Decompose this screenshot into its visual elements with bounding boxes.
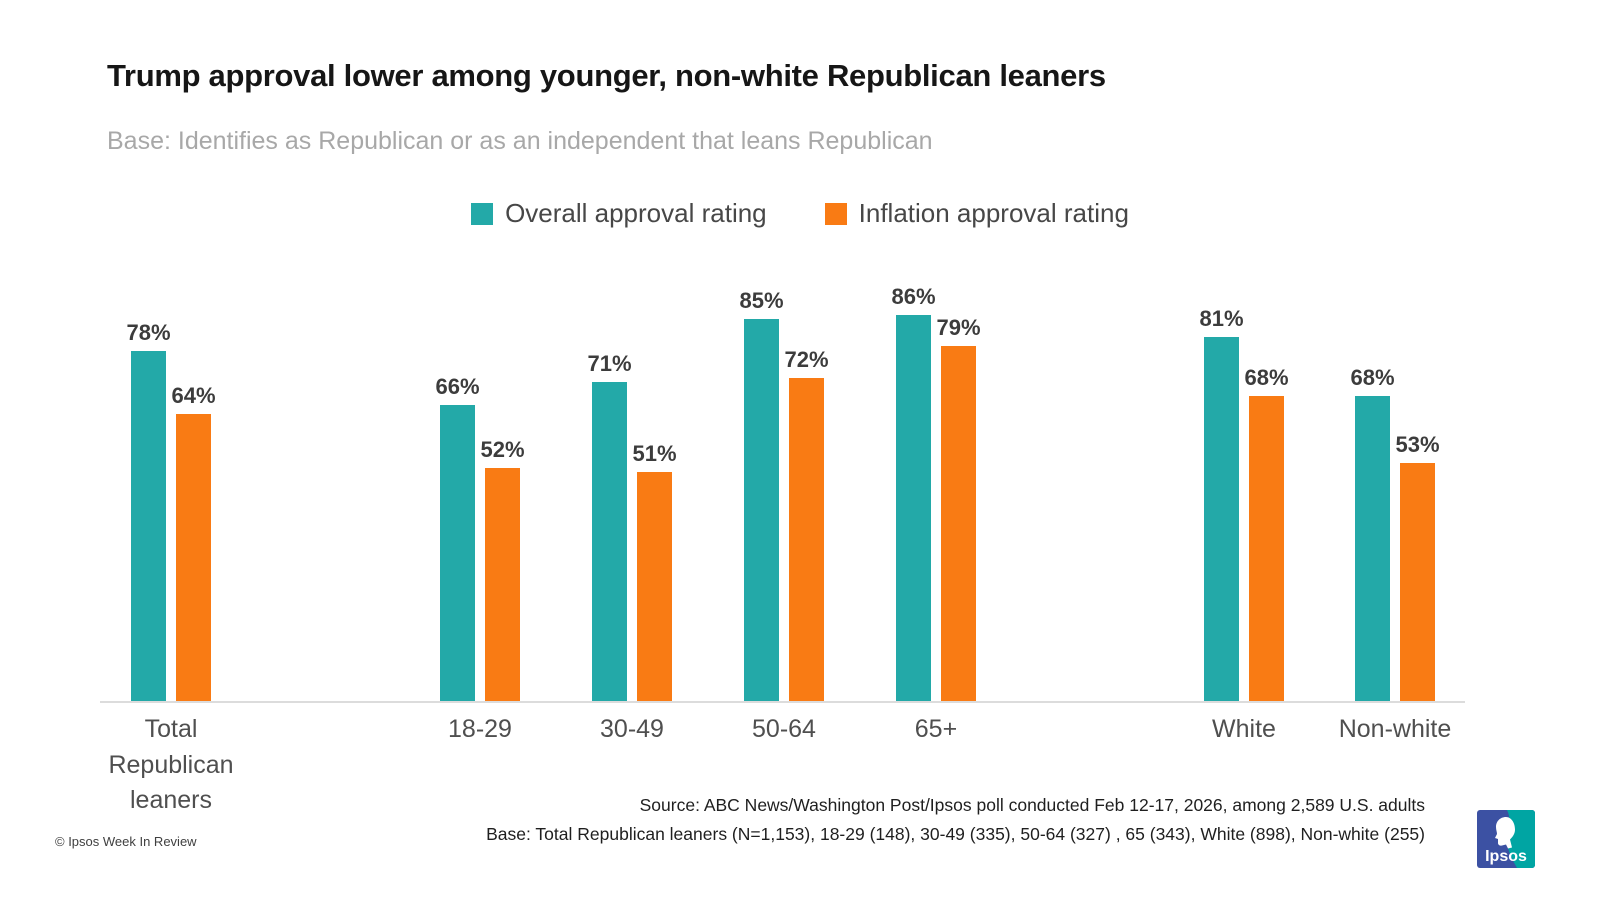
bar-value-label: 52% bbox=[480, 437, 525, 462]
bar-column: 71% bbox=[587, 351, 632, 701]
ipsos-logo-text: Ipsos bbox=[1485, 848, 1527, 865]
plot-area: 78% 64% 66% 52% 71% 51% 85% 72% 86% 79% 81% 68% 68% 5… bbox=[100, 252, 1465, 703]
overall-bar bbox=[1204, 337, 1239, 701]
bar-group: 86% 79% bbox=[891, 252, 981, 701]
category-label: 50-64 bbox=[752, 715, 816, 743]
legend-item-overall: Overall approval rating bbox=[471, 198, 767, 229]
legend-swatch-icon bbox=[471, 202, 494, 225]
overall-bar bbox=[592, 382, 627, 701]
bar-value-label: 78% bbox=[126, 320, 171, 345]
source-line-1: Source: ABC News/Washington Post/Ipsos p… bbox=[639, 795, 1425, 815]
inflation-bar bbox=[1400, 463, 1435, 701]
inflation-bar bbox=[176, 414, 211, 701]
bar-column: 51% bbox=[632, 441, 677, 701]
bar-column: 66% bbox=[435, 374, 480, 701]
bar-value-label: 79% bbox=[936, 315, 981, 340]
watermark-text: © Ipsos Week In Review bbox=[55, 834, 197, 849]
bar-value-label: 68% bbox=[1350, 365, 1395, 390]
bar-group: 68% 53% bbox=[1350, 252, 1440, 701]
bar-value-label: 66% bbox=[435, 374, 480, 399]
bar-value-label: 71% bbox=[587, 351, 632, 376]
category-label: Total Republican leaners bbox=[108, 715, 234, 814]
bar-column: 72% bbox=[784, 347, 829, 701]
ipsos-head-icon bbox=[1495, 817, 1515, 849]
legend-label: Inflation approval rating bbox=[858, 198, 1129, 228]
inflation-bar bbox=[1249, 396, 1284, 701]
bar-column: 81% bbox=[1199, 306, 1244, 701]
inflation-bar bbox=[485, 468, 520, 701]
bar-group: 81% 68% bbox=[1199, 252, 1289, 701]
chart-title: Trump approval lower among younger, non-… bbox=[107, 58, 1106, 93]
inflation-bar bbox=[941, 346, 976, 701]
inflation-bar bbox=[637, 472, 672, 701]
ipsos-logo: Ipsos bbox=[1477, 810, 1535, 868]
source-note: Source: ABC News/Washington Post/Ipsos p… bbox=[325, 791, 1425, 849]
bar-group: 71% 51% bbox=[587, 252, 677, 701]
bar-value-label: 68% bbox=[1244, 365, 1289, 390]
overall-bar bbox=[1355, 396, 1390, 701]
bar-column: 53% bbox=[1395, 432, 1440, 701]
bar-value-label: 86% bbox=[891, 284, 936, 309]
bar-column: 68% bbox=[1244, 365, 1289, 701]
bar-group: 78% 64% bbox=[126, 252, 216, 701]
bar-column: 64% bbox=[171, 383, 216, 701]
category-label: 18-29 bbox=[448, 715, 512, 743]
category-label: White bbox=[1212, 715, 1276, 743]
bar-column: 78% bbox=[126, 320, 171, 701]
source-line-2: Base: Total Republican leaners (N=1,153)… bbox=[486, 823, 1425, 844]
chart-subtitle: Base: Identifies as Republican or as an … bbox=[107, 127, 933, 155]
bar-value-label: 51% bbox=[632, 441, 677, 466]
bar-column: 86% bbox=[891, 284, 936, 701]
overall-bar bbox=[131, 351, 166, 701]
bar-value-label: 53% bbox=[1395, 432, 1440, 457]
bar-group: 66% 52% bbox=[435, 252, 525, 701]
category-label: Non-white bbox=[1338, 715, 1452, 743]
legend: Overall approval rating Inflation approva… bbox=[0, 198, 1600, 229]
bar-group: 85% 72% bbox=[739, 252, 829, 701]
bar-column: 85% bbox=[739, 288, 784, 701]
bar-column: 52% bbox=[480, 437, 525, 701]
category-label: 30-49 bbox=[600, 715, 664, 743]
bar-value-label: 72% bbox=[784, 347, 829, 372]
legend-swatch-icon bbox=[824, 202, 847, 225]
overall-bar bbox=[440, 405, 475, 701]
overall-bar bbox=[744, 319, 779, 701]
bar-column: 68% bbox=[1350, 365, 1395, 701]
overall-bar bbox=[896, 315, 931, 701]
inflation-bar bbox=[789, 378, 824, 701]
bar-value-label: 85% bbox=[739, 288, 784, 313]
category-labels: Total Republican leaners 18-29 30-49 50-64 6… bbox=[100, 712, 1465, 832]
bar-value-label: 64% bbox=[171, 383, 216, 408]
category-label: 65+ bbox=[914, 715, 958, 743]
legend-label: Overall approval rating bbox=[505, 198, 767, 228]
bar-value-label: 81% bbox=[1199, 306, 1244, 331]
legend-item-inflation: Inflation approval rating bbox=[824, 198, 1129, 229]
bar-column: 79% bbox=[936, 315, 981, 701]
